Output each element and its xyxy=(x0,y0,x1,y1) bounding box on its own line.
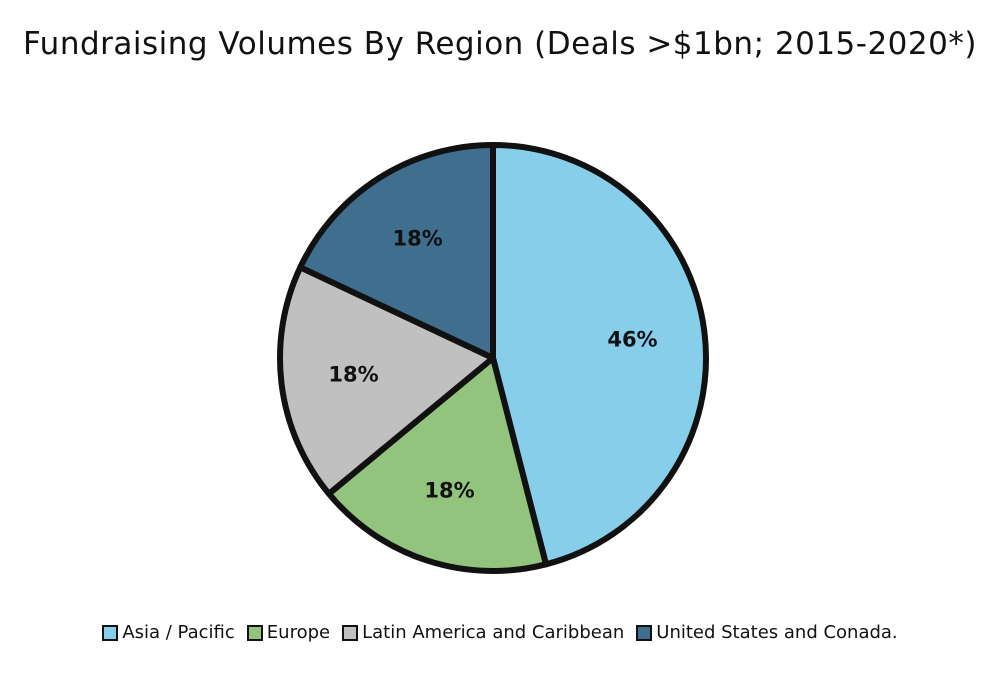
pie-slice-2 xyxy=(325,355,549,574)
slice-value-label: 46% xyxy=(607,327,657,351)
chart-title: Fundraising Volumes By Region (Deals >$1… xyxy=(23,26,977,62)
legend-label: Asia / Pacific xyxy=(122,622,235,643)
chart-legend: Asia / Pacific Europe Latin America and Ca… xyxy=(0,622,1000,643)
legend-label: United States and Conada. xyxy=(656,622,898,643)
pie-slice-3 xyxy=(277,264,496,497)
slice-value-label: 18% xyxy=(328,363,378,387)
pie-slices xyxy=(277,142,709,574)
legend-swatch xyxy=(342,624,359,641)
slice-value-label: 18% xyxy=(424,479,474,503)
legend-item: Europe xyxy=(246,622,331,643)
legend-swatch xyxy=(102,624,119,641)
legend-swatch xyxy=(636,624,653,641)
legend-item: United States and Conada. xyxy=(636,622,898,643)
slice-value-label: 18% xyxy=(393,226,443,250)
legend-item: Latin America and Caribbean xyxy=(342,622,624,643)
legend-label: Europe xyxy=(266,622,331,643)
legend-item: Asia / Pacific xyxy=(102,622,235,643)
legend-swatch xyxy=(246,624,263,641)
pie-slice-1 xyxy=(490,142,709,568)
pie-slice-4 xyxy=(297,142,496,361)
legend-label: Latin America and Caribbean xyxy=(362,622,625,643)
pie-slice-labels: 46% 18% 18% 18% xyxy=(328,226,657,502)
